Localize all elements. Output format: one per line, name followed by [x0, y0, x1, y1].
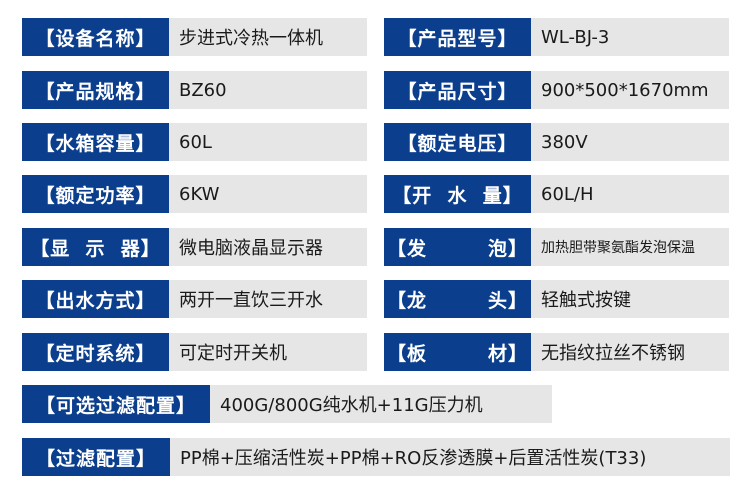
- spec-value: BZ60: [169, 71, 367, 109]
- spec-value: 可定时开关机: [169, 333, 367, 371]
- spec-value: 380V: [531, 123, 729, 161]
- spec-label: 【设备名称】: [22, 18, 169, 56]
- spec-value: WL-BJ-3: [531, 18, 729, 56]
- spec-label: 【额定功率】: [22, 175, 169, 213]
- spec-row: 【产品规格】 BZ60: [22, 71, 367, 109]
- spec-label: 【可选过滤配置】: [22, 385, 210, 423]
- spec-label: 【过滤配置】: [22, 438, 170, 476]
- spec-value: PP棉+压缩活性炭+PP棉+RO反渗透膜+后置活性炭(T33): [170, 438, 730, 476]
- spec-value: 轻触式按键: [531, 280, 729, 318]
- spec-value: 900*500*1670mm: [531, 71, 729, 109]
- spec-value: 400G/800G纯水机+11G压力机: [210, 385, 552, 423]
- spec-row: 【显 示 器】 微电脑液晶显示器: [22, 228, 367, 266]
- spec-label: 【开 水 量】: [384, 175, 531, 213]
- spec-label: 【龙 头】: [384, 280, 531, 318]
- spec-label: 【额定电压】: [384, 123, 531, 161]
- spec-row: 【产品型号】 WL-BJ-3: [384, 18, 729, 56]
- spec-label: 【定时系统】: [22, 333, 169, 371]
- spec-row: 【额定电压】 380V: [384, 123, 729, 161]
- spec-label: 【发 泡】: [384, 228, 531, 266]
- spec-label: 【产品型号】: [384, 18, 531, 56]
- spec-row: 【额定功率】 6KW: [22, 175, 367, 213]
- spec-label: 【产品尺寸】: [384, 71, 531, 109]
- spec-row: 【过滤配置】 PP棉+压缩活性炭+PP棉+RO反渗透膜+后置活性炭(T33): [22, 438, 730, 476]
- spec-row: 【龙 头】 轻触式按键: [384, 280, 729, 318]
- spec-value: 两开一直饮三开水: [169, 280, 367, 318]
- spec-value: 6KW: [169, 175, 367, 213]
- spec-label: 【板 材】: [384, 333, 531, 371]
- spec-value: 微电脑液晶显示器: [169, 228, 367, 266]
- spec-value: 60L: [169, 123, 367, 161]
- spec-value: 步进式冷热一体机: [169, 18, 367, 56]
- spec-row: 【板 材】 无指纹拉丝不锈钢: [384, 333, 729, 371]
- spec-label: 【出水方式】: [22, 280, 169, 318]
- spec-value: 60L/H: [531, 175, 729, 213]
- spec-row: 【开 水 量】 60L/H: [384, 175, 729, 213]
- spec-row: 【产品尺寸】 900*500*1670mm: [384, 71, 729, 109]
- spec-row: 【水箱容量】 60L: [22, 123, 367, 161]
- spec-label: 【水箱容量】: [22, 123, 169, 161]
- spec-row: 【出水方式】 两开一直饮三开水: [22, 280, 367, 318]
- spec-value: 加热胆带聚氨酯发泡保温: [531, 228, 729, 266]
- spec-row: 【发 泡】 加热胆带聚氨酯发泡保温: [384, 228, 729, 266]
- spec-row: 【定时系统】 可定时开关机: [22, 333, 367, 371]
- spec-label: 【显 示 器】: [22, 228, 169, 266]
- spec-row: 【可选过滤配置】 400G/800G纯水机+11G压力机: [22, 385, 552, 423]
- spec-label: 【产品规格】: [22, 71, 169, 109]
- spec-row: 【设备名称】 步进式冷热一体机: [22, 18, 367, 56]
- spec-value: 无指纹拉丝不锈钢: [531, 333, 729, 371]
